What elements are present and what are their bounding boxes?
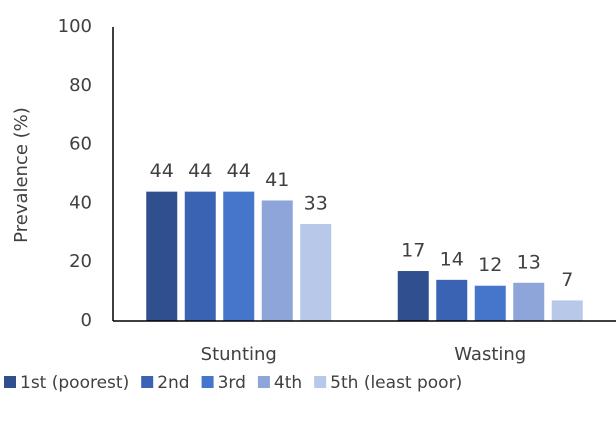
legend-swatch <box>4 376 16 388</box>
legend-swatch <box>141 376 154 388</box>
legend-swatch <box>257 376 270 388</box>
x-tick-label: Wasting <box>454 344 526 365</box>
data-label: 17 <box>401 240 425 262</box>
legend-label: 5th (least poor) <box>330 373 462 393</box>
y-tick-label: 20 <box>69 251 92 272</box>
bar <box>300 223 332 321</box>
bar <box>513 282 545 321</box>
bar <box>436 279 468 321</box>
y-tick-label: 0 <box>81 310 92 331</box>
data-label: 33 <box>304 192 328 214</box>
bar <box>184 191 216 321</box>
data-label: 13 <box>517 251 541 273</box>
bar <box>146 191 178 321</box>
data-label: 14 <box>440 248 464 270</box>
data-label: 44 <box>188 160 212 182</box>
bar <box>223 191 255 321</box>
y-tick-label: 60 <box>69 134 92 155</box>
x-tick-label: Stunting <box>201 344 277 365</box>
y-tick-label: 100 <box>58 16 92 37</box>
y-axis-label: Prevalence (%) <box>11 107 32 243</box>
legend-label: 3rd <box>218 373 246 393</box>
legend-swatch <box>314 376 327 388</box>
bar <box>261 200 293 321</box>
legend-label: 4th <box>274 373 302 393</box>
legend-label: 2nd <box>157 373 189 393</box>
data-label: 7 <box>561 269 573 291</box>
data-label: 41 <box>265 169 289 191</box>
bar <box>474 285 506 321</box>
bar <box>397 271 429 321</box>
y-tick-label: 40 <box>69 192 92 213</box>
legend-swatch <box>201 376 214 388</box>
legend-label: 1st (poorest) <box>20 373 129 393</box>
y-tick-label: 80 <box>69 75 92 96</box>
data-label: 44 <box>227 160 251 182</box>
bar <box>551 300 583 321</box>
data-label: 44 <box>150 160 174 182</box>
data-label: 12 <box>478 254 502 276</box>
